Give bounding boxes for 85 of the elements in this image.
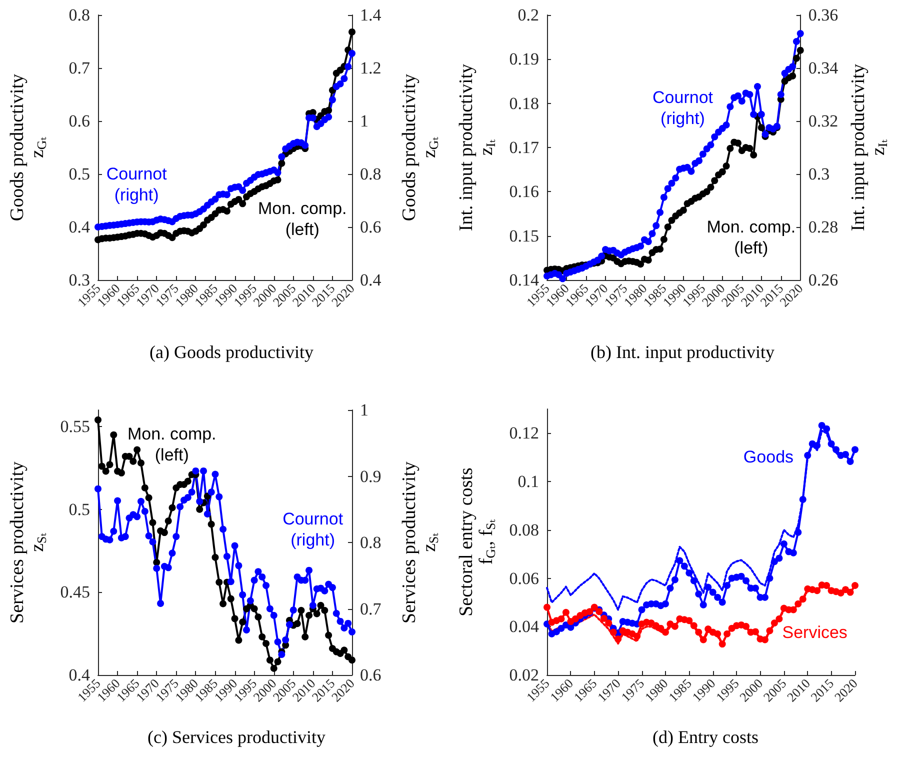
- y-tick-label: 0.2: [518, 6, 539, 24]
- point: [690, 622, 698, 630]
- y2-tick-label: 0.6: [360, 218, 382, 236]
- y-tick-label: 0.02: [509, 666, 539, 684]
- y2-tick-label: 0.34: [808, 58, 839, 78]
- y-tick-label: 0.8: [68, 6, 90, 24]
- y-tick-label: 0.55: [60, 417, 90, 436]
- point: [558, 615, 565, 622]
- y-tick-label: 0.08: [509, 520, 539, 540]
- y-tick-label: 0.12: [509, 424, 539, 443]
- point: [837, 590, 844, 597]
- y-tick-label: 0.7: [68, 58, 90, 78]
- text: (d) Entry costs: [652, 727, 758, 747]
- y2-tick-label: 1.2: [360, 58, 382, 78]
- y-tick-label: 0.16: [509, 182, 539, 202]
- point: [562, 608, 570, 616]
- y-tick-label: 0.17: [509, 138, 540, 157]
- y2-tick-label: 1: [360, 112, 368, 130]
- point: [794, 600, 802, 608]
- point: [605, 620, 612, 627]
- y2-tick-label: 0.7: [360, 599, 382, 618]
- y2-tick-label: 0.8: [360, 533, 382, 552]
- series-label: Cournot (right): [282, 509, 344, 550]
- point: [572, 615, 579, 622]
- point: [686, 617, 693, 624]
- y-tick-label: 0.14: [509, 270, 540, 290]
- text: (a) Goods productivity: [150, 342, 314, 362]
- point: [714, 630, 722, 638]
- y2-tick-label: 0.28: [808, 218, 838, 236]
- point: [742, 622, 750, 630]
- y2-tick-label: 1.4: [360, 6, 382, 24]
- point: [662, 628, 669, 636]
- y-tick-label: 0.19: [509, 50, 539, 69]
- text: (b) Int. input productivity: [590, 342, 774, 362]
- point: [724, 630, 731, 638]
- point: [752, 628, 759, 636]
- point: [610, 628, 617, 636]
- point: [600, 614, 608, 622]
- point: [700, 636, 707, 644]
- point: [761, 636, 768, 644]
- y-tick-label: 0.18: [509, 94, 539, 113]
- y-tick-label: 0.06: [509, 568, 539, 588]
- series-label: Mon. comp. (left): [706, 218, 796, 258]
- point: [766, 627, 774, 634]
- y-tick-label: 0.5: [68, 164, 90, 184]
- y-tick-label: 0.04: [509, 617, 540, 636]
- point: [823, 582, 830, 590]
- series-label: Goods: [743, 447, 794, 466]
- y2-tick-label: 0.32: [808, 112, 838, 130]
- y2-tick-label: 0.8: [360, 164, 382, 184]
- text: (c) Services productivity: [148, 727, 326, 747]
- y2-tick-label: 0.26: [808, 270, 838, 290]
- y-tick-label: 0.45: [60, 582, 90, 602]
- y2-tick-label: 0.36: [808, 6, 838, 24]
- point: [671, 622, 678, 630]
- point: [852, 582, 858, 590]
- point: [776, 615, 783, 622]
- y-tick-label: 0.6: [68, 112, 90, 130]
- y-tick-label: 0.15: [509, 226, 539, 246]
- y2-tick-label: 0.9: [360, 466, 382, 486]
- point: [718, 640, 726, 648]
- point: [799, 596, 806, 603]
- point: [634, 632, 641, 640]
- y-tick-label: 0.4: [68, 218, 90, 236]
- y2-tick-label: 1: [360, 400, 368, 420]
- series-label: Mon. comp. (left): [127, 424, 216, 464]
- y-tick-label: 0.5: [68, 500, 90, 519]
- series-label: Cournot (right): [652, 88, 714, 128]
- series-label: Mon. comp. (left): [258, 199, 347, 240]
- y2-tick-label: 0.6: [360, 666, 382, 684]
- y-tick-label: 0.1: [518, 472, 539, 492]
- series-label: Services: [782, 622, 848, 642]
- point: [544, 604, 550, 611]
- point: [704, 626, 712, 633]
- point: [846, 588, 854, 596]
- y2-tick-label: 0.4: [360, 270, 382, 290]
- point: [614, 635, 622, 642]
- series-label: Cournot (right): [106, 164, 168, 205]
- y-tick-label: 0.4: [68, 666, 90, 684]
- y2-tick-label: 0.3: [808, 164, 830, 184]
- point: [814, 587, 821, 594]
- point: [770, 620, 778, 627]
- point: [695, 628, 702, 636]
- y-tick-label: 0.3: [68, 270, 90, 290]
- point: [657, 624, 664, 632]
